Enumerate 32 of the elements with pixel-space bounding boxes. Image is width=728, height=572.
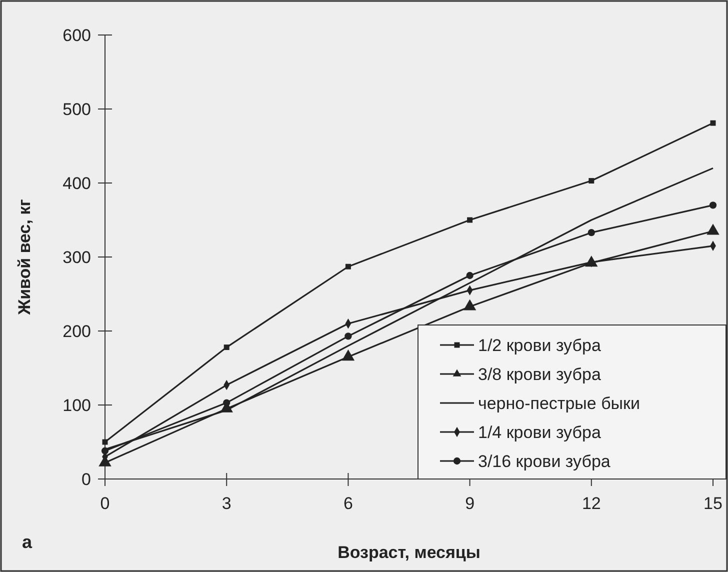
y-axis-title: Живой вес, кг — [15, 199, 34, 316]
point — [709, 202, 717, 209]
point — [224, 344, 230, 350]
x-tick-label: 12 — [582, 494, 601, 513]
legend-label: черно-пестрые быки — [478, 394, 640, 413]
x-tick-label: 15 — [704, 494, 722, 513]
y-tick-label: 0 — [82, 470, 91, 489]
legend-label: 1/2 крови зубра — [478, 336, 602, 355]
point — [101, 447, 109, 454]
y-tick-label: 200 — [62, 322, 91, 341]
x-tick-label: 0 — [100, 494, 110, 513]
legend-label: 3/8 крови зубра — [478, 364, 602, 384]
point — [588, 229, 595, 236]
point — [710, 120, 716, 126]
x-tick-label: 6 — [343, 494, 353, 513]
point — [344, 332, 352, 340]
y-tick-label: 500 — [62, 100, 91, 119]
point — [466, 272, 474, 280]
text: а — [22, 532, 33, 552]
point — [467, 217, 473, 223]
x-axis-title: Возраст, месяцы — [338, 543, 480, 562]
y-tick-label: 100 — [62, 396, 91, 415]
point — [588, 178, 594, 184]
y-tick-label: 300 — [62, 248, 91, 267]
legend-label: 1/4 крови зубра — [478, 422, 602, 442]
y-tick-label: 400 — [62, 174, 91, 193]
x-tick-label: 3 — [222, 494, 232, 513]
y-tick-label: 600 — [62, 26, 91, 45]
x-tick-label: 9 — [465, 494, 475, 513]
point — [345, 264, 351, 270]
point — [223, 399, 230, 406]
legend-label: 3/16 крови зубра — [478, 452, 611, 471]
